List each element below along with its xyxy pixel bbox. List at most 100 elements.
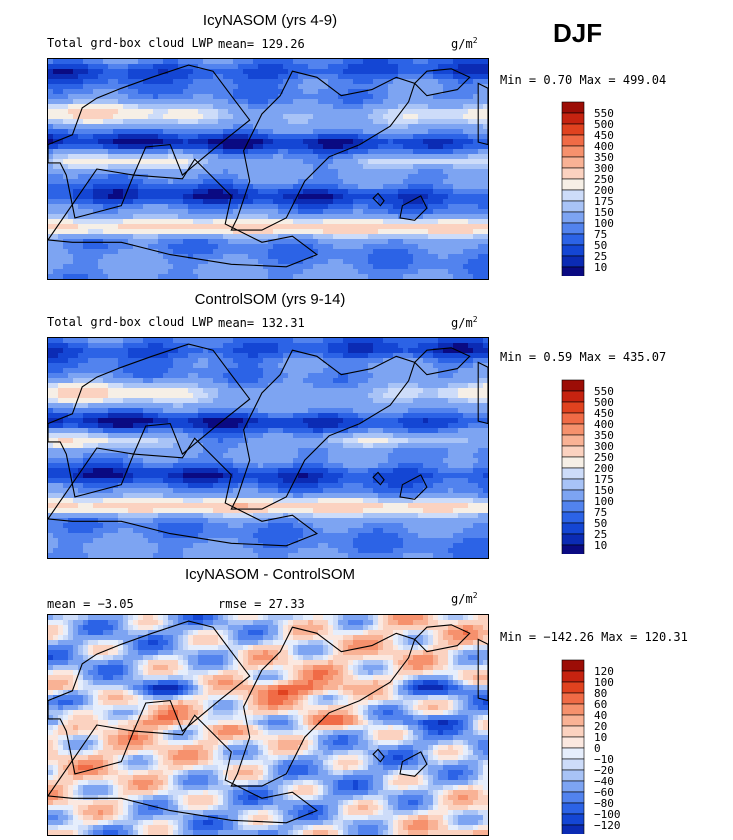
map-cell [318, 373, 323, 378]
map-cell [108, 79, 113, 84]
map-cell [288, 124, 293, 129]
map-cell [253, 214, 258, 219]
map-cell [198, 204, 203, 209]
map-cell [198, 99, 203, 104]
map-cell [443, 358, 448, 363]
map-cell [123, 174, 128, 179]
map-cell [378, 269, 383, 274]
map-cell [128, 69, 133, 74]
map-cell [393, 169, 398, 174]
map-cell [168, 169, 173, 174]
map-cell [298, 209, 303, 214]
map-cell [383, 239, 388, 244]
map-cell [343, 393, 348, 398]
map-cell [448, 174, 453, 179]
map-cell [413, 169, 418, 174]
map-cell [343, 353, 348, 358]
map-cell [248, 169, 253, 174]
map-cell [213, 124, 218, 129]
map-cell [218, 393, 223, 398]
map-cell [383, 343, 388, 348]
map-cell [128, 229, 133, 234]
map-cell [273, 239, 278, 244]
map-cell [138, 129, 143, 134]
map-cell [213, 179, 218, 184]
map-cell [243, 99, 248, 104]
map-cell [143, 338, 148, 343]
map-cell [238, 338, 243, 343]
map-cell [163, 74, 168, 79]
map-cell [458, 348, 463, 353]
map-cell [188, 174, 193, 179]
map-cell [318, 249, 323, 254]
map-cell [153, 249, 158, 254]
map-cell [163, 59, 168, 64]
map-cell [73, 219, 78, 224]
map-cell [373, 388, 378, 393]
map-cell [173, 368, 178, 373]
map-cell [253, 119, 258, 124]
map-cell [418, 373, 423, 378]
map-cell [343, 134, 348, 139]
map-cell [203, 69, 208, 74]
map-cell [478, 129, 483, 134]
map-cell [193, 59, 198, 64]
map-cell [53, 79, 58, 84]
map-cell [318, 74, 323, 79]
map-cell [213, 174, 218, 179]
map-cell [408, 214, 413, 219]
map-cell [153, 134, 158, 139]
map-cell [288, 104, 293, 109]
map-cell [463, 338, 468, 343]
map-cell [398, 204, 403, 209]
map-cell [118, 358, 123, 363]
map-cell [58, 189, 63, 194]
map-cell [468, 234, 473, 239]
map-cell [338, 219, 343, 224]
map-cell [388, 249, 393, 254]
map-cell [473, 159, 478, 164]
map-cell [203, 383, 208, 388]
map-cell [178, 383, 183, 388]
map-cell [83, 109, 88, 114]
map-cell [478, 234, 483, 239]
map-cell [198, 59, 203, 64]
map-cell [313, 214, 318, 219]
map-cell [353, 209, 358, 214]
map-cell [223, 59, 228, 64]
map-cell [343, 388, 348, 393]
map-cell [238, 159, 243, 164]
map-cell [263, 249, 268, 254]
map-cell [393, 244, 398, 249]
map-cell [203, 174, 208, 179]
map-cell [458, 79, 463, 84]
map-cell [73, 194, 78, 199]
map-cell [158, 159, 163, 164]
map-cell [113, 244, 118, 249]
map-cell [218, 109, 223, 114]
map-cell [123, 154, 128, 159]
map-cell [393, 164, 398, 169]
map-cell [393, 89, 398, 94]
map-cell [323, 69, 328, 74]
map-cell [333, 343, 338, 348]
map-cell [138, 229, 143, 234]
map-cell [408, 229, 413, 234]
map-cell [333, 119, 338, 124]
map-cell [258, 104, 263, 109]
map-cell [158, 114, 163, 119]
map-cell [188, 249, 193, 254]
map-cell [443, 154, 448, 159]
map-cell [288, 99, 293, 104]
map-cell [333, 144, 338, 149]
map-cell [303, 209, 308, 214]
map-cell [83, 373, 88, 378]
map-cell [418, 254, 423, 259]
map-cell [443, 383, 448, 388]
map-cell [128, 109, 133, 114]
map-cell [433, 189, 438, 194]
map-cell [368, 94, 373, 99]
map-cell [278, 154, 283, 159]
map-cell [363, 234, 368, 239]
map-cell [68, 84, 73, 89]
